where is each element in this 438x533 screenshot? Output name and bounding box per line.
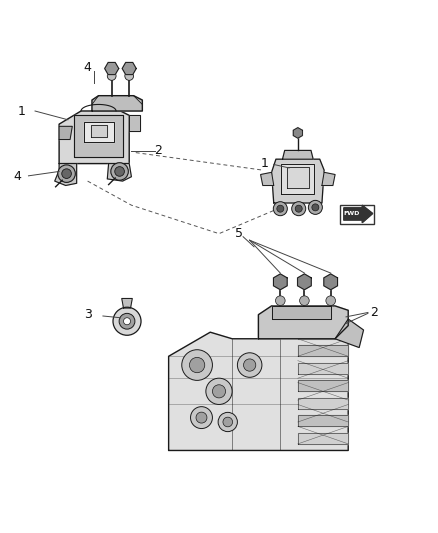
Polygon shape	[272, 159, 324, 203]
Circle shape	[113, 307, 141, 335]
Circle shape	[125, 71, 134, 80]
Polygon shape	[283, 150, 313, 159]
Text: 1: 1	[261, 157, 269, 170]
Polygon shape	[84, 122, 114, 142]
Circle shape	[292, 201, 306, 216]
Polygon shape	[298, 415, 348, 426]
Text: 3: 3	[84, 308, 92, 321]
Text: 2: 2	[154, 144, 162, 157]
Polygon shape	[293, 128, 302, 138]
Polygon shape	[261, 172, 274, 185]
Polygon shape	[298, 328, 348, 339]
Circle shape	[308, 200, 322, 214]
Circle shape	[312, 204, 319, 211]
Circle shape	[273, 201, 287, 216]
Polygon shape	[298, 363, 348, 374]
Polygon shape	[122, 298, 132, 308]
Polygon shape	[107, 164, 131, 181]
Circle shape	[111, 163, 128, 180]
Text: FWD: FWD	[343, 211, 360, 216]
Polygon shape	[258, 306, 348, 339]
Circle shape	[124, 318, 131, 325]
Circle shape	[277, 205, 284, 212]
Polygon shape	[344, 205, 373, 223]
Polygon shape	[59, 126, 72, 140]
Polygon shape	[297, 274, 311, 290]
Text: 5: 5	[235, 227, 243, 240]
Circle shape	[107, 71, 116, 80]
Circle shape	[58, 165, 75, 182]
Text: 4: 4	[14, 170, 21, 183]
Text: 1: 1	[18, 104, 26, 117]
Polygon shape	[55, 164, 77, 185]
Circle shape	[182, 350, 212, 381]
Polygon shape	[298, 381, 348, 391]
Circle shape	[191, 407, 212, 429]
Circle shape	[196, 412, 207, 423]
Polygon shape	[91, 125, 107, 138]
Polygon shape	[272, 306, 331, 319]
Polygon shape	[169, 326, 348, 450]
Polygon shape	[298, 345, 348, 356]
Text: 4: 4	[84, 61, 92, 74]
Polygon shape	[105, 62, 119, 75]
Circle shape	[295, 205, 302, 212]
Polygon shape	[281, 164, 314, 194]
Circle shape	[244, 359, 256, 371]
Circle shape	[119, 313, 135, 329]
Circle shape	[189, 358, 205, 373]
Polygon shape	[129, 115, 140, 131]
Polygon shape	[59, 111, 129, 164]
Polygon shape	[298, 433, 348, 444]
Circle shape	[237, 353, 262, 377]
Circle shape	[212, 385, 226, 398]
Polygon shape	[74, 115, 123, 157]
Circle shape	[223, 417, 233, 427]
Circle shape	[276, 296, 285, 305]
Circle shape	[62, 169, 71, 179]
Circle shape	[300, 296, 309, 305]
Circle shape	[206, 378, 232, 405]
Polygon shape	[322, 172, 335, 185]
Text: 2: 2	[371, 306, 378, 319]
Polygon shape	[287, 167, 309, 188]
Polygon shape	[273, 274, 287, 290]
Polygon shape	[122, 62, 136, 75]
Polygon shape	[298, 398, 348, 409]
Circle shape	[115, 167, 124, 176]
Circle shape	[326, 296, 336, 305]
Circle shape	[218, 413, 237, 432]
Polygon shape	[335, 319, 364, 348]
Polygon shape	[324, 274, 338, 290]
Polygon shape	[92, 96, 142, 111]
